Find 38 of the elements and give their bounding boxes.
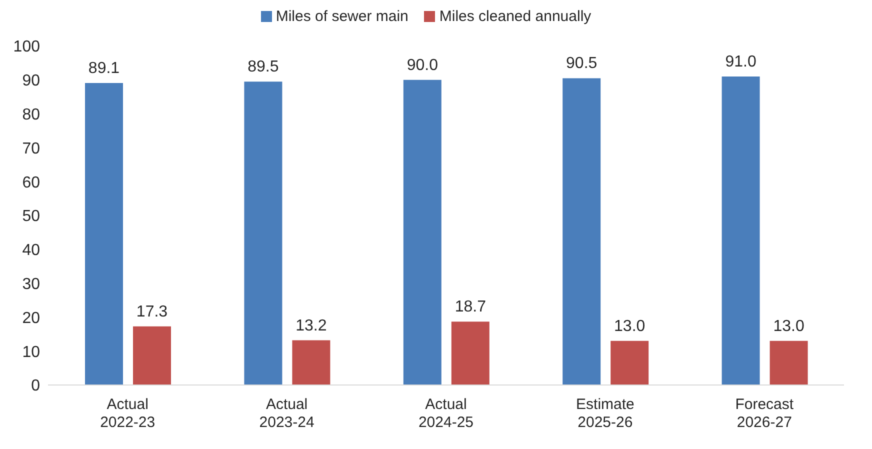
y-tick-label: 40 (22, 242, 40, 260)
bar (292, 340, 330, 385)
bar (451, 322, 490, 385)
bar (403, 80, 442, 385)
x-tick-label: Forecast 2026-27 (735, 396, 794, 431)
bar (770, 340, 808, 385)
data-label: 13.2 (296, 317, 327, 334)
data-label: 17.3 (136, 303, 168, 320)
x-tick-label: Actual 2024-25 (418, 396, 474, 431)
y-tick-label: 30 (22, 276, 40, 293)
y-tick-label: 60 (22, 174, 40, 192)
y-tick-label: 20 (22, 310, 40, 327)
legend-label: Miles of sewer main (274, 8, 408, 25)
y-tick-label: 70 (22, 140, 40, 158)
y-tick-label: 0 (31, 378, 40, 395)
data-label: 13.0 (614, 318, 646, 335)
data-label: 91.0 (725, 54, 756, 71)
bar (610, 340, 649, 385)
bar (722, 76, 760, 385)
x-tick-label: Actual 2023-24 (259, 396, 314, 431)
y-tick-label: 90 (22, 72, 40, 90)
data-label: 90.0 (406, 56, 438, 74)
data-label: 89.1 (88, 60, 120, 77)
x-tick-label: Estimate 2025-26 (576, 396, 634, 431)
data-label: 90.5 (566, 55, 598, 72)
data-label: 18.7 (454, 298, 486, 316)
bar (562, 78, 601, 385)
bar (133, 326, 171, 385)
y-tick-label: 80 (22, 106, 40, 124)
bar (85, 82, 123, 385)
legend-label: Miles cleaned annually (438, 8, 592, 25)
y-tick-label: 50 (22, 208, 40, 226)
data-label: 13.0 (773, 318, 804, 335)
bar (244, 82, 282, 385)
x-tick-label: Actual 2022-23 (100, 396, 156, 431)
y-tick-label: 100 (13, 38, 40, 56)
data-label: 89.5 (248, 58, 279, 76)
y-tick-label: 10 (22, 344, 40, 361)
